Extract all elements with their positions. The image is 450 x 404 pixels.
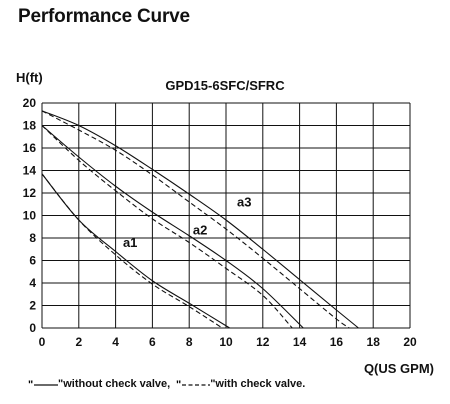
curve-annotations: a1 a2 a3 [123, 195, 252, 251]
annotation-a1: a1 [123, 235, 137, 250]
y-axis-label: H(ft) [16, 70, 43, 85]
y-tick-label: 0 [29, 321, 36, 335]
x-tick-label: 20 [403, 335, 417, 349]
x-tick-label: 4 [112, 335, 119, 349]
legend: " "without check valve, " "with check va… [28, 378, 306, 391]
y-tick-label: 16 [23, 141, 37, 155]
y-tick-label: 20 [23, 96, 37, 110]
x-tick-label: 6 [149, 335, 156, 349]
x-tick-label: 12 [256, 335, 270, 349]
series-a1-dashed-line [41, 173, 223, 329]
svg-text:": " [176, 379, 181, 389]
y-tick-label: 4 [29, 276, 36, 290]
y-tick-label: 14 [23, 164, 37, 178]
svg-text:": " [28, 379, 33, 389]
x-tick-label: 14 [293, 335, 307, 349]
legend-solid-swatch: " [28, 379, 58, 391]
series-lines [41, 110, 359, 329]
x-tick-label: 8 [186, 335, 193, 349]
y-tick-label: 12 [23, 186, 37, 200]
annotation-a3: a3 [237, 195, 251, 210]
series-a3-solid-line [41, 110, 359, 329]
y-tick-label: 8 [29, 231, 36, 245]
series-a1-solid-line [41, 173, 230, 329]
series-a2-dashed-line [41, 125, 293, 329]
legend-solid-label: "without check valve, [58, 378, 171, 390]
y-tick-label: 10 [23, 209, 37, 223]
tick-labels: 0 2 4 6 8 10 12 14 16 18 20 0 2 4 6 8 10 12 14 16 18 20 [23, 96, 417, 349]
x-axis-label: Q(US GPM) [364, 361, 434, 376]
annotation-a2: a2 [193, 223, 207, 238]
series-a2-solid-line [41, 125, 304, 329]
x-tick-label: 0 [39, 335, 46, 349]
page-title: Performance Curve [18, 6, 190, 27]
x-tick-label: 16 [330, 335, 344, 349]
series-a3-dashed-line [41, 110, 350, 329]
chart-title: GPD15-6SFC/SFRC [165, 78, 285, 93]
y-tick-label: 2 [29, 299, 36, 313]
y-tick-label: 18 [23, 119, 37, 133]
x-tick-label: 2 [75, 335, 82, 349]
y-tick-label: 6 [29, 254, 36, 268]
grid [41, 102, 411, 329]
legend-dashed-label: "with check valve. [210, 378, 306, 390]
x-tick-label: 10 [219, 335, 233, 349]
legend-dashed-swatch: " [176, 379, 211, 391]
x-tick-label: 18 [367, 335, 381, 349]
